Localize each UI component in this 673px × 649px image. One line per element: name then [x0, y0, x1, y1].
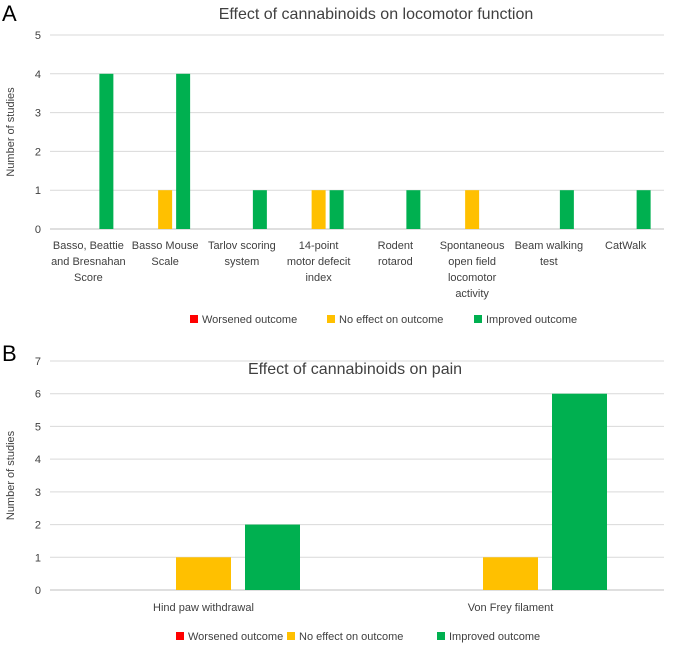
legend-swatch-improved-outcome — [474, 315, 482, 323]
chart-pain: Effect of cannabinoids on pain Number of … — [5, 356, 664, 643]
x-category-label: CatWalk — [605, 240, 647, 252]
legend-label-worsened-outcome: Worsened outcome — [188, 631, 283, 643]
bar-improved-outcome — [559, 190, 574, 229]
chart-title: Effect of cannabinoids on locomotor func… — [219, 6, 534, 23]
x-category-label: Beam walking test — [515, 240, 583, 268]
bar-no-effect-on-outcome — [465, 190, 480, 229]
y-tick-label: 2 — [35, 146, 41, 158]
y-tick-label: 3 — [35, 108, 41, 120]
legend-label-worsened-outcome: Worsened outcome — [202, 314, 297, 326]
x-category-label: Hind paw withdrawal — [153, 602, 254, 614]
legend-swatch-worsened-outcome — [176, 632, 184, 640]
y-tick-label: 3 — [35, 487, 41, 499]
legend-label-no-effect-on-outcome: No effect on outcome — [299, 631, 403, 643]
bar-improved-outcome — [252, 190, 267, 229]
x-category-label: Spontaneous open field locomotor activity — [440, 240, 505, 300]
bar-improved-outcome — [329, 190, 344, 229]
panel-label-a: A — [2, 1, 17, 26]
legend-label-improved-outcome: Improved outcome — [449, 631, 540, 643]
legend-swatch-no-effect-on-outcome — [327, 315, 335, 323]
y-tick-label: 4 — [35, 69, 41, 81]
bar-improved-outcome — [406, 190, 421, 229]
legend-swatch-worsened-outcome — [190, 315, 198, 323]
x-category-label: Basso, Beattie and Bresnahan Score — [51, 240, 126, 284]
bar-no-effect-on-outcome — [158, 190, 173, 229]
bar-improved-outcome — [245, 524, 300, 590]
x-category-label: 14-point motor defecit index — [287, 240, 351, 284]
y-axis-label: Number of studies — [5, 87, 17, 177]
x-category-label: Von Frey filament — [468, 602, 554, 614]
y-tick-label: 1 — [35, 185, 41, 197]
panel-label-b: B — [2, 341, 17, 366]
y-tick-label: 0 — [35, 585, 41, 597]
bar-improved-outcome — [176, 73, 191, 229]
y-tick-label: 5 — [35, 421, 41, 433]
chart-locomotor-function: Effect of cannabinoids on locomotor func… — [5, 6, 664, 326]
bar-no-effect-on-outcome — [311, 190, 326, 229]
y-tick-label: 7 — [35, 356, 41, 368]
y-tick-label: 5 — [35, 30, 41, 42]
y-tick-label: 6 — [35, 389, 41, 401]
bar-no-effect-on-outcome — [176, 557, 231, 590]
legend-swatch-no-effect-on-outcome — [287, 632, 295, 640]
bar-no-effect-on-outcome — [483, 557, 538, 590]
bar-improved-outcome — [636, 190, 651, 229]
y-tick-label: 1 — [35, 552, 41, 564]
x-category-label: Rodent rotarod — [378, 240, 413, 268]
legend-swatch-improved-outcome — [437, 632, 445, 640]
legend-label-no-effect-on-outcome: No effect on outcome — [339, 314, 443, 326]
chart-title: Effect of cannabinoids on pain — [248, 361, 462, 378]
bar-improved-outcome — [552, 393, 607, 590]
legend-label-improved-outcome: Improved outcome — [486, 314, 577, 326]
y-tick-label: 4 — [35, 454, 41, 466]
x-category-label: Basso Mouse Scale — [132, 240, 199, 268]
bar-improved-outcome — [99, 73, 114, 229]
y-axis-label: Number of studies — [5, 430, 17, 520]
y-tick-label: 0 — [35, 224, 41, 236]
x-category-label: Tarlov scoring system — [208, 240, 276, 268]
y-tick-label: 2 — [35, 520, 41, 532]
